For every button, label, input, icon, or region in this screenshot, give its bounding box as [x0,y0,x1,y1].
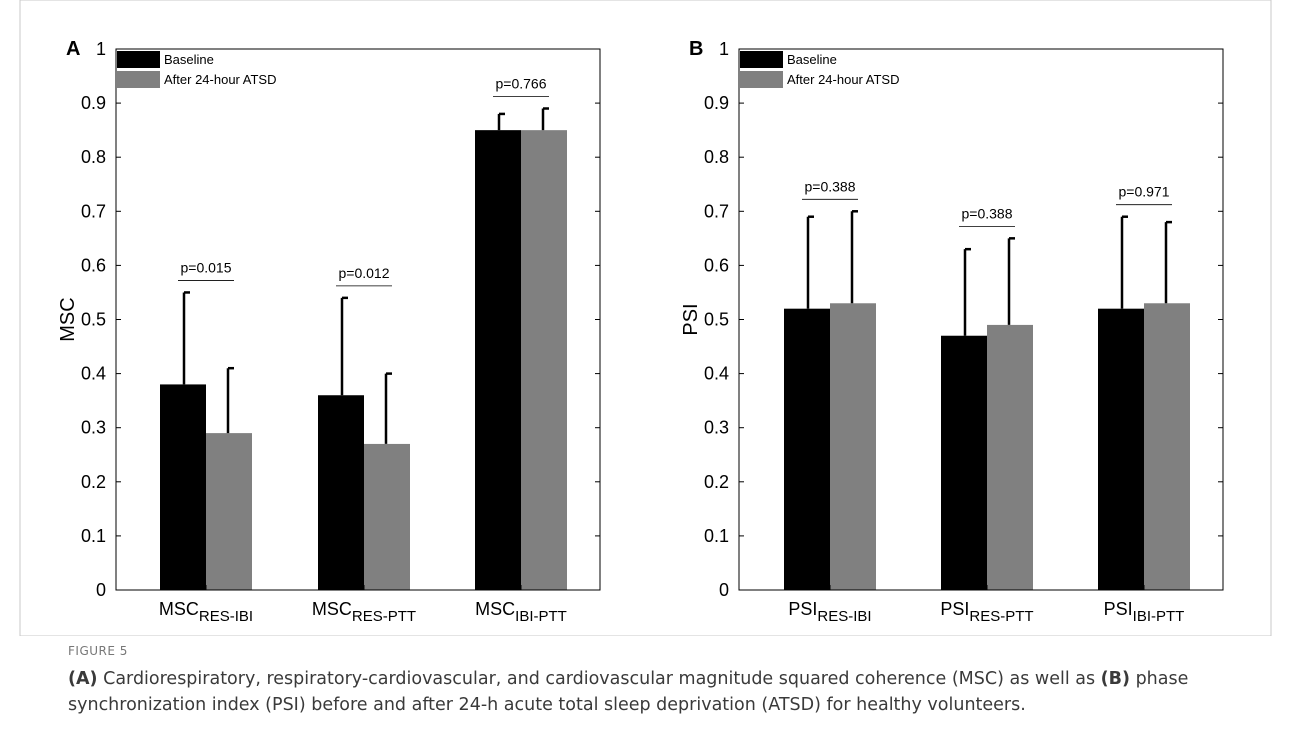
bar [1144,303,1190,590]
y-tick-label: 0.7 [704,201,729,221]
y-axis-label: PSI [680,303,702,335]
y-tick-label: 0.4 [704,364,729,384]
legend-swatch [117,51,160,68]
x-tick-label: MSCIBI-PTT [475,599,567,625]
caption-segment: phase synchronization index (PSI) before… [68,669,1189,715]
y-tick-label: 0.8 [81,147,106,167]
p-value-label: p=0.015 [181,259,232,275]
p-value-label: p=0.766 [496,76,547,92]
caption-segment: Cardiorespiratory, respiratory-cardiovas… [97,669,1101,689]
bar [364,443,410,590]
y-tick-label: 0 [96,580,106,600]
y-tick-label: 0.2 [704,472,729,492]
legend-swatch [117,71,160,88]
legend-entry: After 24-hour ATSD [164,72,276,87]
y-tick-label: 0.6 [81,255,106,275]
bar [830,303,876,590]
legend-entry: After 24-hour ATSD [787,72,899,87]
caption-segment: (B) [1100,669,1131,689]
y-axis-label: MSC [57,297,79,341]
figure-chart-area: p=0.015 p=0.012 p=0.766 0 0.1 0.2 0.3 0.4 0.5 0.6… [19,0,1272,636]
p-value-label: p=0.971 [1119,184,1170,200]
y-tick-label: 1 [719,39,729,59]
x-tick-label: PSIRES-PTT [940,599,1033,625]
y-tick-label: 0.1 [704,526,729,546]
panel-label: A [66,38,80,60]
bar [784,308,830,590]
p-value-label: p=0.388 [962,205,1013,221]
y-tick-label: 0.9 [704,93,729,113]
figure-caption-block: FIGURE 5 (A) Cardiorespiratory, respirat… [68,644,1268,718]
legend-entry: Baseline [164,52,214,67]
bar [206,433,252,590]
y-tick-label: 0.2 [81,472,106,492]
y-tick-label: 0.6 [704,255,729,275]
panel-b-psi-chart: p=0.388 p=0.388 p=0.971 0 0.1 0.2 0.3 0.4 0.5 0.6… [680,38,1224,625]
p-value-label: p=0.388 [805,178,856,194]
caption-segment: (A) [68,669,98,689]
y-tick-label: 0 [719,580,729,600]
y-tick-label: 1 [96,39,106,59]
x-tick-label: MSCRES-IBI [159,599,253,625]
bar [1098,308,1144,590]
bar [318,395,364,590]
bar [160,384,206,590]
bar [941,335,987,590]
x-tick-label: PSIRES-IBI [788,599,871,625]
panel-label: B [689,38,703,60]
y-tick-label: 0.5 [81,310,106,330]
y-tick-label: 0.7 [81,201,106,221]
y-tick-label: 0.8 [704,147,729,167]
legend-entry: Baseline [787,52,837,67]
bar [475,130,521,590]
y-tick-label: 0.5 [704,310,729,330]
p-value-label: p=0.012 [339,265,390,281]
figure-label: FIGURE 5 [68,644,128,658]
panel-a-msc-chart: p=0.015 p=0.012 p=0.766 0 0.1 0.2 0.3 0.4 0.5 0.6… [57,38,601,625]
figure-caption: (A) Cardiorespiratory, respiratory-cardi… [68,666,1268,718]
y-tick-label: 0.1 [81,526,106,546]
bar [987,324,1033,590]
legend-swatch [740,71,783,88]
legend-swatch [740,51,783,68]
y-tick-label: 0.4 [81,364,106,384]
x-tick-label: PSIIBI-PTT [1104,599,1185,625]
figure-border [19,0,1272,636]
y-tick-label: 0.9 [81,93,106,113]
bar [521,130,567,590]
y-tick-label: 0.3 [704,418,729,438]
x-tick-label: MSCRES-PTT [312,599,416,625]
y-tick-label: 0.3 [81,418,106,438]
